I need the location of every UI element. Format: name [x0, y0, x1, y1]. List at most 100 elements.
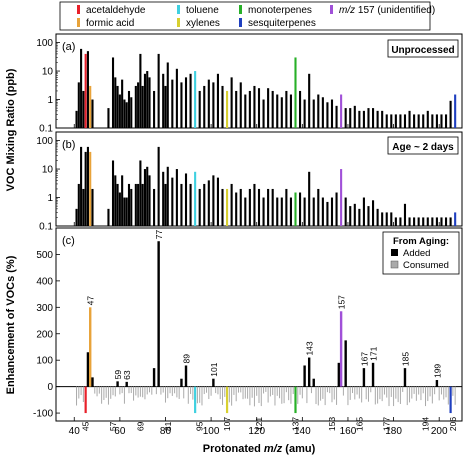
panel-c-consumed-bar [178, 386, 180, 399]
panel-c-consumed-bar [263, 386, 265, 394]
panel-c-consumed-bar [349, 386, 351, 400]
panel-c-frame [55, 227, 463, 422]
legend-label-sesquiterpenes: sesquiterpenes [248, 18, 316, 29]
panel-c-consumed-bar [215, 386, 217, 394]
panel-b-bar [89, 151, 92, 226]
panel-c-consumed-bar [317, 386, 319, 406]
panel-a-bar [123, 99, 126, 128]
panel-a-bar [114, 77, 117, 128]
panel-b-bar [431, 217, 434, 226]
panel-c-consumed-bar [306, 386, 308, 404]
panel-c-consumed-bar [326, 386, 328, 393]
panel-b-bar [312, 197, 315, 226]
panel-c-consumed-bar [225, 386, 229, 414]
panel-c-consumed-bar [137, 386, 139, 398]
panel-b-bar [121, 175, 124, 226]
panel-a-bar [358, 110, 361, 128]
panel-c-consumed-bar [276, 386, 278, 396]
panel-c-neg-label: 206 [448, 417, 458, 431]
legend-swatch-monoterpenes [239, 5, 242, 14]
panel-c-consumed-bar [217, 386, 219, 395]
panel-a-bar [143, 73, 147, 128]
panel-b-bar [111, 160, 115, 226]
panel-a-bar [308, 73, 311, 128]
panel-a-bar [289, 94, 292, 128]
panel-c-consumed-bar [247, 386, 249, 399]
panel-b-bar [385, 212, 388, 226]
panel-c-consumed-bar [274, 386, 276, 406]
panel-a-bar [171, 79, 174, 128]
panel-c-neg-label: 95 [195, 421, 205, 431]
panel-c-consumed-bar [146, 386, 148, 395]
panel-c-bar-label: 171 [369, 346, 379, 360]
panel-c-consumed-bar [135, 386, 137, 396]
aging-legend-swatch-added [391, 249, 398, 256]
panel-c-consumed-bar [249, 386, 251, 406]
panel-b-bar [184, 173, 188, 226]
panel-b-bar [134, 183, 137, 226]
panel-a-bar [153, 90, 156, 128]
legend-label-formic-acid: formic acid [86, 18, 134, 29]
panel-c-consumed-bar [365, 386, 367, 400]
panel-a-bar [326, 102, 329, 128]
panel-c-xtick-label: 160 [340, 426, 357, 437]
panel-a-bar [198, 90, 201, 128]
panel-a-bar [413, 114, 416, 128]
panel-c-xtick-label: 60 [114, 426, 126, 437]
panel-b-ytick-label: 0.1 [39, 222, 53, 233]
panel-a-bar [137, 82, 140, 128]
panel-b-bar [226, 188, 229, 226]
panel-c-consumed-bar [445, 386, 447, 398]
panel-c-added-bar [91, 377, 94, 387]
panel-b-bar [308, 171, 311, 226]
panel-b-bar [326, 201, 329, 226]
panel-c-neg-label: 57 [108, 421, 118, 431]
panel-c-neg-label: 137 [290, 417, 300, 431]
panel-a-bar [203, 85, 206, 128]
panel-b-bar [139, 160, 142, 226]
panel-b-box-frame [387, 136, 459, 155]
panel-a-bar [164, 85, 167, 128]
panel-b-bar [244, 197, 247, 226]
panel-a-bar [189, 73, 192, 128]
panel-a-bar [134, 85, 137, 128]
panel-c-consumed-bar [358, 386, 360, 399]
panel-a-bar [244, 94, 247, 128]
panel-c-consumed-bar [235, 386, 237, 402]
panel-b-bar [137, 183, 140, 226]
panel-c-consumed-bar [201, 386, 203, 406]
panel-c-consumed-bar [228, 386, 230, 403]
panel-b-bar [381, 212, 384, 226]
panel-c-consumed-bar [285, 386, 287, 393]
panel-c-consumed-bar [336, 386, 338, 405]
panel-c-label: (c) [62, 235, 75, 247]
panel-a-bar [127, 90, 131, 128]
panel-c-xtick-label: 100 [203, 426, 220, 437]
panel-c-consumed-bar [297, 386, 299, 404]
chart-marks: 1001010.11001010.15004003002001000-10047… [33, 38, 462, 437]
panel-a-bar [77, 82, 80, 128]
panel-a-bar [381, 110, 384, 128]
panel-c-consumed-bar [183, 386, 185, 399]
panel-a-bar [221, 85, 224, 128]
panel-b-bar [248, 188, 251, 226]
panel-c-consumed-bar [128, 386, 130, 394]
panel-a-label: (a) [62, 41, 75, 53]
panel-c-consumed-bar [390, 386, 392, 397]
panel-c-consumed-bar [206, 386, 208, 393]
aging-legend-title: From Aging: [393, 236, 449, 247]
panel-b-bar [403, 203, 407, 226]
panel-b-bar [417, 217, 420, 226]
panel-b-bar [146, 166, 149, 226]
panel-a-bar [431, 114, 434, 128]
panel-b-bar [203, 183, 206, 226]
panel-a-bar [146, 71, 149, 128]
panel-b-bar [271, 188, 274, 226]
panel-a-bar [130, 97, 133, 128]
panel-c-added-bar [89, 307, 92, 387]
panel-a-bar [280, 97, 283, 128]
panel-a-bar [267, 88, 270, 128]
panel-c-bar-label: 157 [337, 295, 347, 309]
panel-b-bar [91, 188, 94, 226]
